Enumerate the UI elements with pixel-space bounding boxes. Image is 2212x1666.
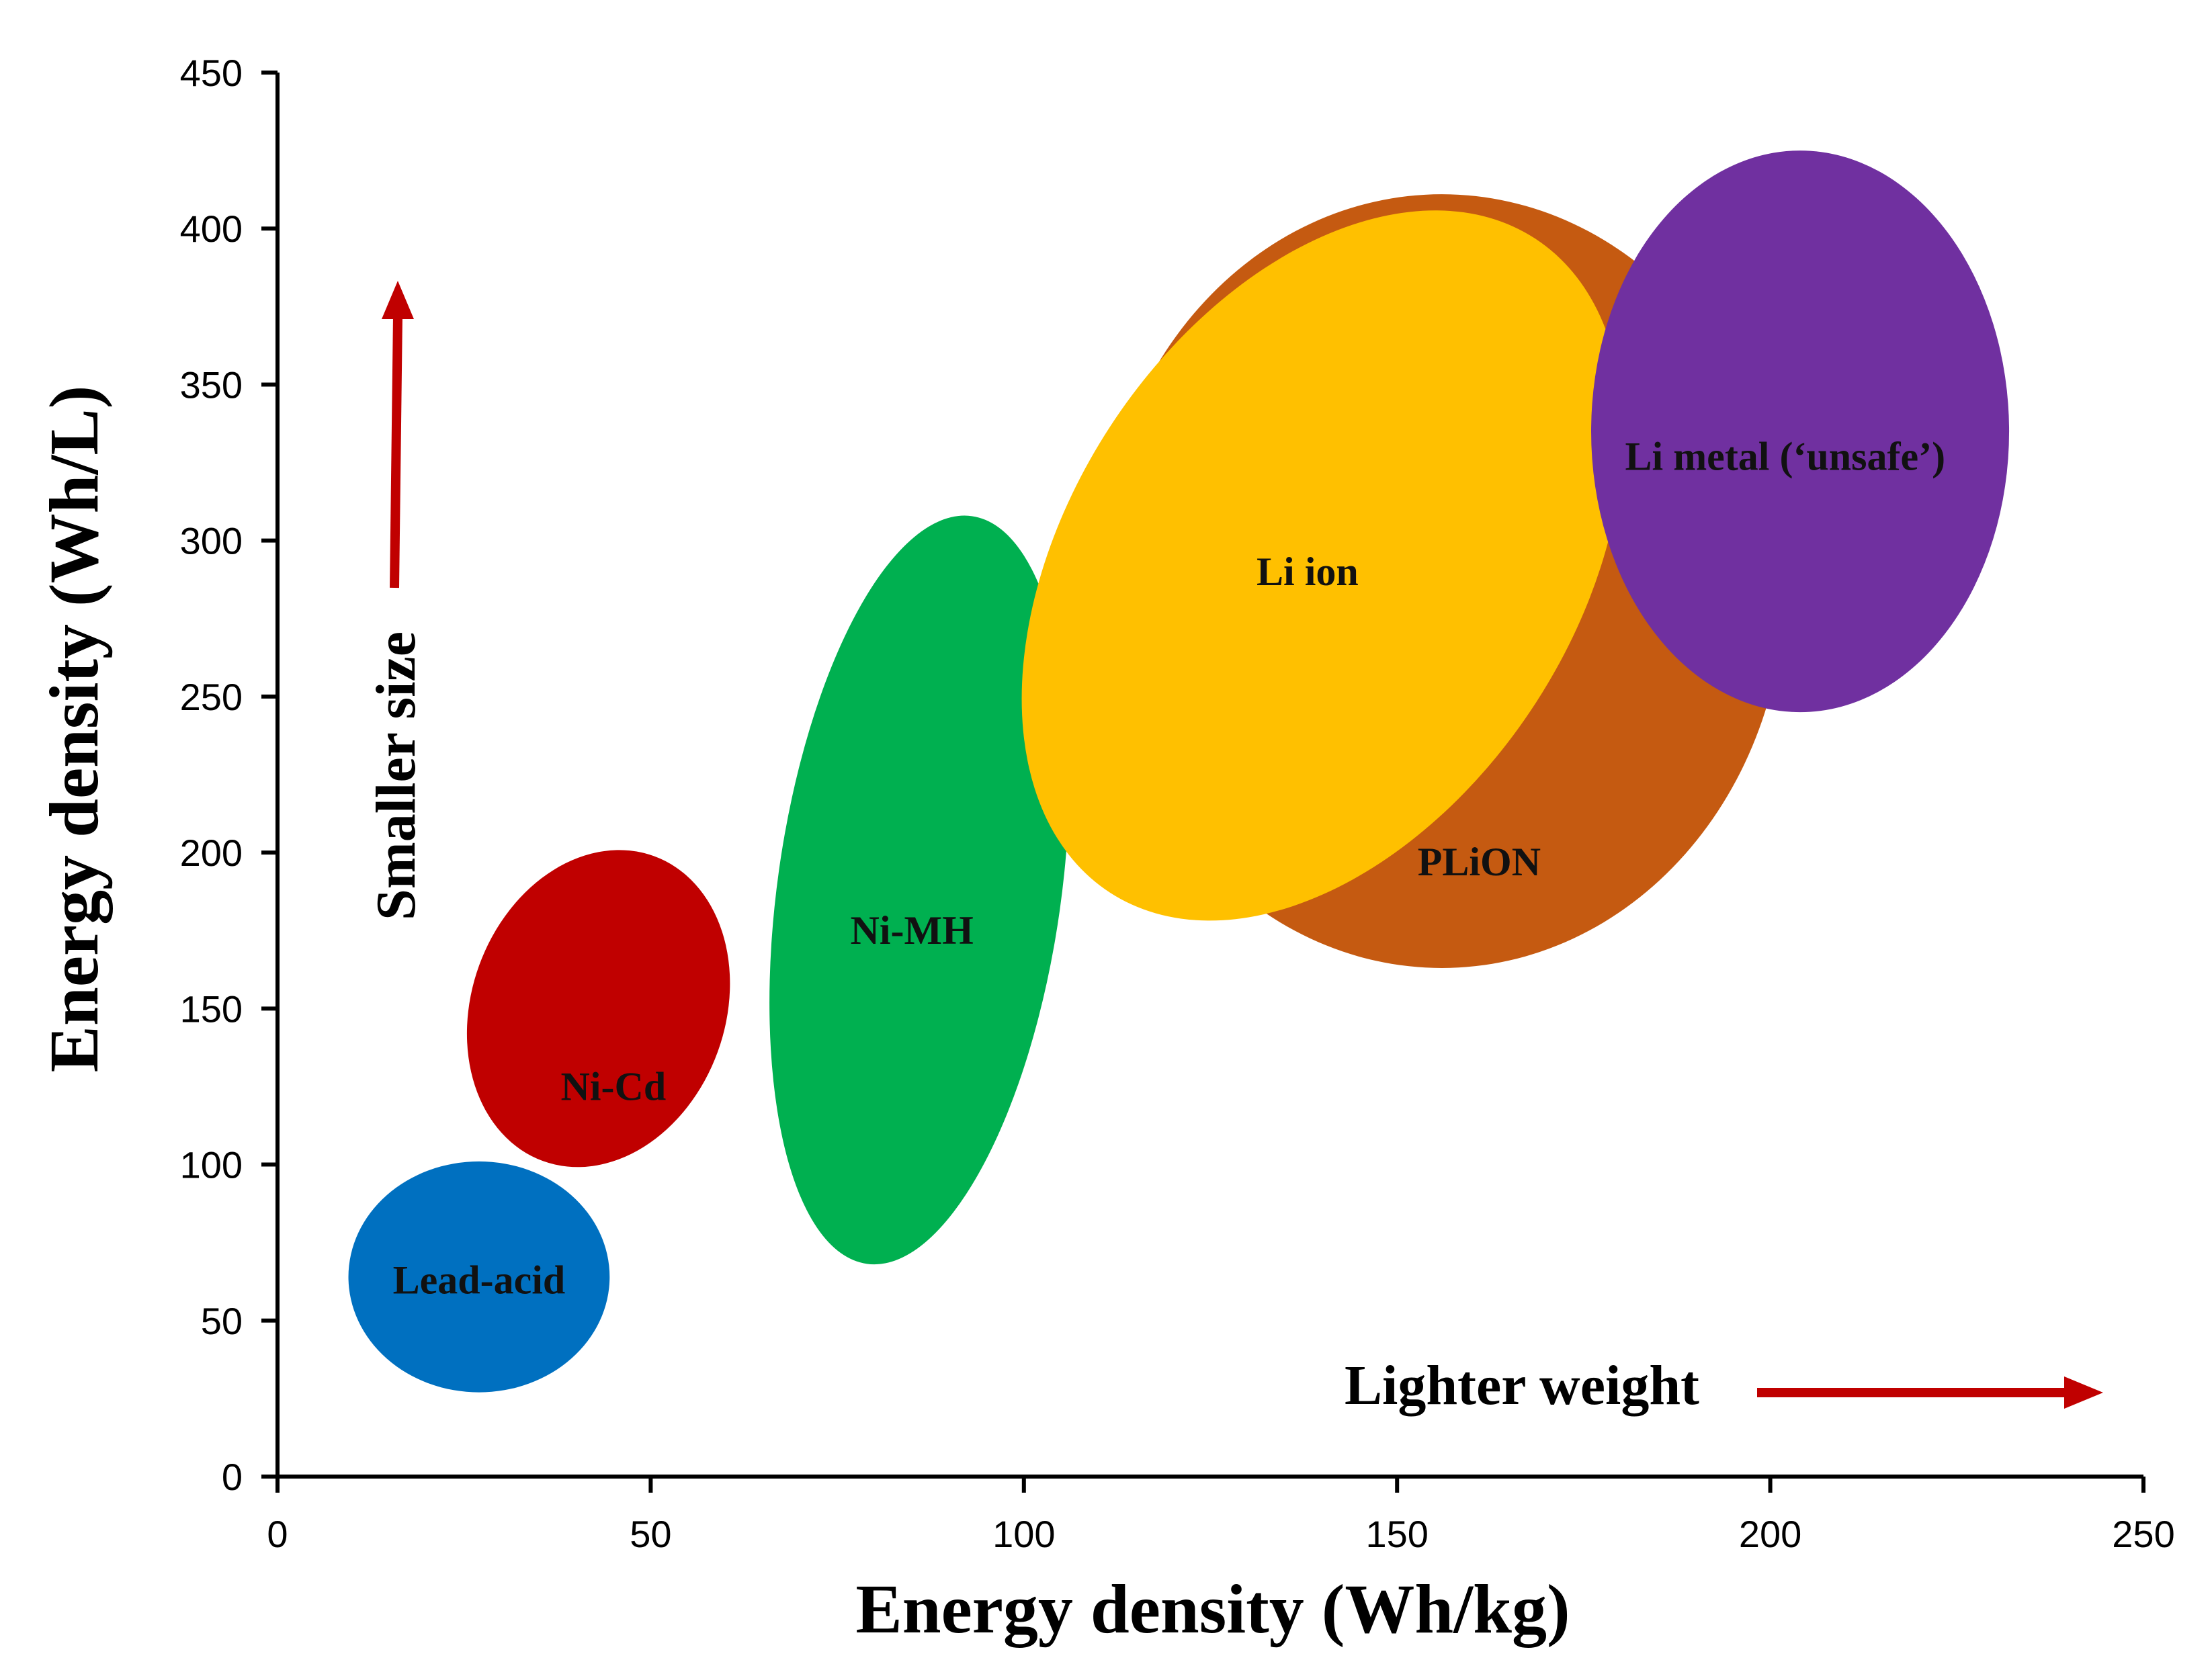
y-tick-label-400: 400 bbox=[180, 208, 243, 250]
x-tick-label-200: 200 bbox=[1739, 1513, 1801, 1555]
region-label-ni-mh: Ni-MH bbox=[851, 908, 974, 953]
x-tick-label-100: 100 bbox=[992, 1513, 1055, 1555]
chart-regions bbox=[348, 150, 2010, 1393]
lighter-weight-annotation: Lighter weight bbox=[1345, 1354, 2103, 1417]
region-label-li-metal-unsafe: Li metal (‘unsafe’) bbox=[1625, 434, 1946, 478]
x-tick-label-0: 0 bbox=[267, 1513, 288, 1555]
region-ni-cd bbox=[466, 850, 730, 1168]
y-axis-ticks: 0 50 100 150 200 250 300 350 400 450 bbox=[180, 52, 278, 1498]
region-label-lead-acid: Lead-acid bbox=[393, 1258, 566, 1302]
region-li-ion bbox=[1021, 210, 1623, 921]
y-tick-label-0: 0 bbox=[222, 1456, 243, 1498]
x-tick-label-50: 50 bbox=[630, 1513, 671, 1555]
chart-region-labels: Ni-Cd Lead-acid Ni-MH PLiON Li ion Li metal (… bbox=[393, 434, 1946, 1302]
y-tick-label-150: 150 bbox=[180, 988, 243, 1030]
y-tick-label-350: 350 bbox=[180, 363, 243, 406]
smaller-size-annotation: Smaller size bbox=[365, 281, 427, 920]
x-axis-ticks: 0 50 100 150 200 250 bbox=[267, 1477, 2175, 1555]
x-axis-title: Energy density (Wh/kg) bbox=[855, 1571, 1570, 1648]
y-tick-label-50: 50 bbox=[201, 1300, 243, 1342]
region-label-li-ion: Li ion bbox=[1257, 550, 1359, 594]
y-tick-label-250: 250 bbox=[180, 676, 243, 718]
x-tick-label-150: 150 bbox=[1365, 1513, 1428, 1555]
y-tick-label-200: 200 bbox=[180, 832, 243, 874]
y-tick-label-300: 300 bbox=[180, 520, 243, 562]
region-label-ni-cd: Ni-Cd bbox=[561, 1064, 667, 1108]
region-lead-acid bbox=[348, 1161, 610, 1393]
region-li-metal-unsafe bbox=[1591, 150, 2010, 713]
smaller-size-arrow-shaft bbox=[390, 315, 402, 588]
y-tick-label-450: 450 bbox=[180, 52, 243, 94]
x-tick-label-250: 250 bbox=[2112, 1513, 2174, 1555]
smaller-size-arrow-head bbox=[382, 281, 414, 319]
y-tick-label-100: 100 bbox=[180, 1144, 243, 1186]
region-label-plion: PLiON bbox=[1418, 840, 1541, 884]
axes: 0 50 100 150 200 250 0 50 100 150 200 250 300 350 400… bbox=[180, 52, 2175, 1555]
lighter-weight-label: Lighter weight bbox=[1345, 1354, 1699, 1417]
y-axis-title: Energy density (Wh/L) bbox=[36, 386, 113, 1073]
lighter-weight-arrow-head bbox=[2064, 1376, 2103, 1409]
region-ni-mh bbox=[769, 515, 1070, 1265]
smaller-size-label: Smaller size bbox=[365, 631, 427, 920]
